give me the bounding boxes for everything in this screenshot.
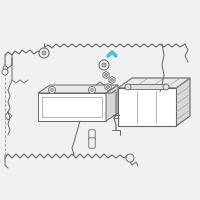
Circle shape (90, 88, 94, 92)
Circle shape (42, 51, 46, 55)
Circle shape (2, 69, 8, 75)
Polygon shape (118, 78, 190, 88)
Circle shape (48, 86, 56, 94)
Circle shape (39, 48, 49, 58)
Polygon shape (106, 85, 118, 121)
Circle shape (99, 60, 109, 70)
FancyBboxPatch shape (89, 138, 95, 148)
Circle shape (104, 73, 108, 76)
Polygon shape (38, 93, 106, 121)
Circle shape (50, 88, 54, 92)
Circle shape (126, 154, 134, 162)
Circle shape (88, 86, 96, 94)
Circle shape (106, 86, 110, 88)
Circle shape (125, 84, 131, 90)
Polygon shape (176, 78, 190, 126)
Polygon shape (118, 88, 176, 126)
Bar (128, 84, 166, 89)
Circle shape (110, 78, 114, 82)
Circle shape (102, 63, 106, 67)
Circle shape (163, 84, 169, 90)
Polygon shape (38, 85, 118, 93)
FancyBboxPatch shape (89, 130, 95, 140)
